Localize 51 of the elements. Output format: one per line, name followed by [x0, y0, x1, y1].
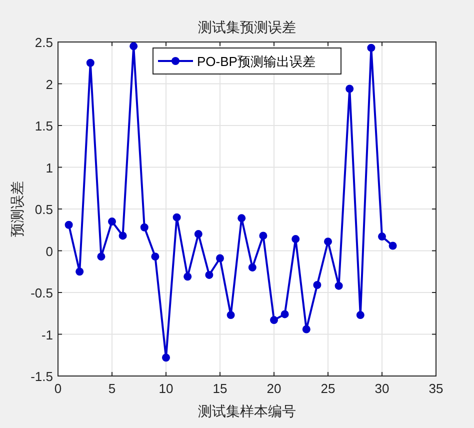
- x-tick-label: 30: [374, 381, 390, 396]
- point: [356, 311, 364, 320]
- point: [97, 252, 106, 261]
- y-tick-label: 2.5: [34, 35, 53, 50]
- y-axis-title: 预测误差: [9, 181, 25, 237]
- point: [346, 84, 354, 93]
- point: [162, 354, 170, 362]
- point: [324, 238, 332, 246]
- point: [280, 310, 289, 318]
- point: [130, 42, 138, 50]
- x-tick-label: 35: [428, 381, 444, 396]
- y-tick-label: -1.5: [30, 369, 53, 384]
- point: [334, 282, 343, 290]
- point: [184, 272, 192, 281]
- y-tick-label: 1: [46, 160, 53, 176]
- y-tick-label: 2: [46, 76, 53, 92]
- point: [172, 213, 181, 222]
- point: [64, 220, 73, 229]
- x-tick-label: 20: [266, 381, 282, 396]
- x-tick-label: 25: [320, 381, 336, 396]
- point: [302, 325, 310, 334]
- point: [216, 254, 224, 262]
- point: [151, 252, 160, 261]
- point: [259, 232, 268, 240]
- point: [205, 270, 214, 279]
- point: [248, 263, 256, 272]
- chart-title: 测试集预测误差: [198, 19, 296, 35]
- y-tick-label: 1.5: [34, 118, 53, 134]
- legend-label: PO-BP预测输出误差: [197, 54, 316, 69]
- point: [118, 232, 127, 240]
- point: [238, 214, 246, 222]
- y-tick-label: -0.5: [30, 286, 53, 300]
- x-tick-label: 10: [158, 381, 174, 396]
- point: [388, 242, 397, 250]
- y-tick-label: 0.5: [34, 202, 53, 217]
- point: [226, 311, 235, 320]
- point: [367, 44, 376, 52]
- point: [292, 235, 300, 244]
- x-tick-label: 5: [108, 381, 116, 396]
- point: [194, 230, 202, 238]
- x-axis-title: 测试集样本编号: [198, 403, 296, 419]
- point: [86, 58, 94, 67]
- y-tick-label: 0: [46, 244, 53, 259]
- point: [76, 268, 84, 276]
- point: [140, 223, 148, 232]
- point: [378, 232, 386, 241]
- point: [108, 218, 116, 226]
- point: [270, 316, 278, 324]
- point: [313, 280, 322, 289]
- y-tick-label: -1: [41, 327, 53, 342]
- x-tick-label: 15: [212, 381, 228, 396]
